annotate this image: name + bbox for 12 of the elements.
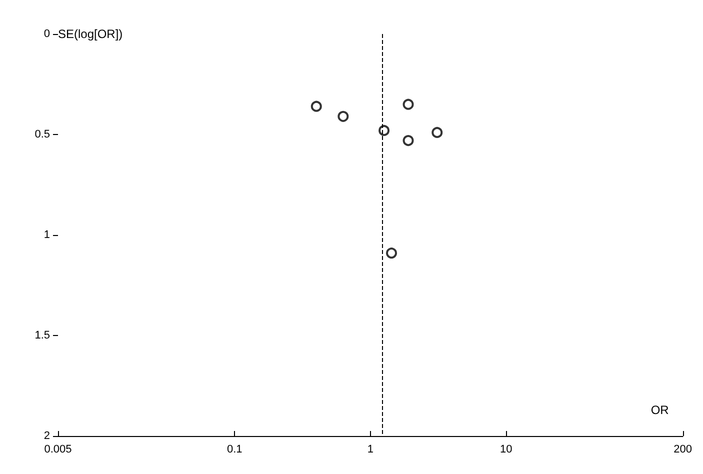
x-axis-title: OR [650, 403, 670, 417]
y-tick-label: 1 [44, 229, 50, 241]
y-axis-title: SE(log[OR]) [58, 27, 123, 41]
y-tick-label: 2 [44, 430, 50, 442]
y-tick-label: 1.5 [34, 330, 50, 342]
x-tick-label: 1 [367, 444, 374, 456]
y-tick-label: 0.5 [34, 128, 50, 140]
x-tick-label: 0.1 [226, 444, 242, 456]
y-tick-label: 0 [44, 28, 50, 40]
x-tick-label: 200 [674, 444, 692, 456]
x-tick-label: 10 [500, 444, 512, 456]
x-tick-label: 0.005 [44, 444, 72, 456]
